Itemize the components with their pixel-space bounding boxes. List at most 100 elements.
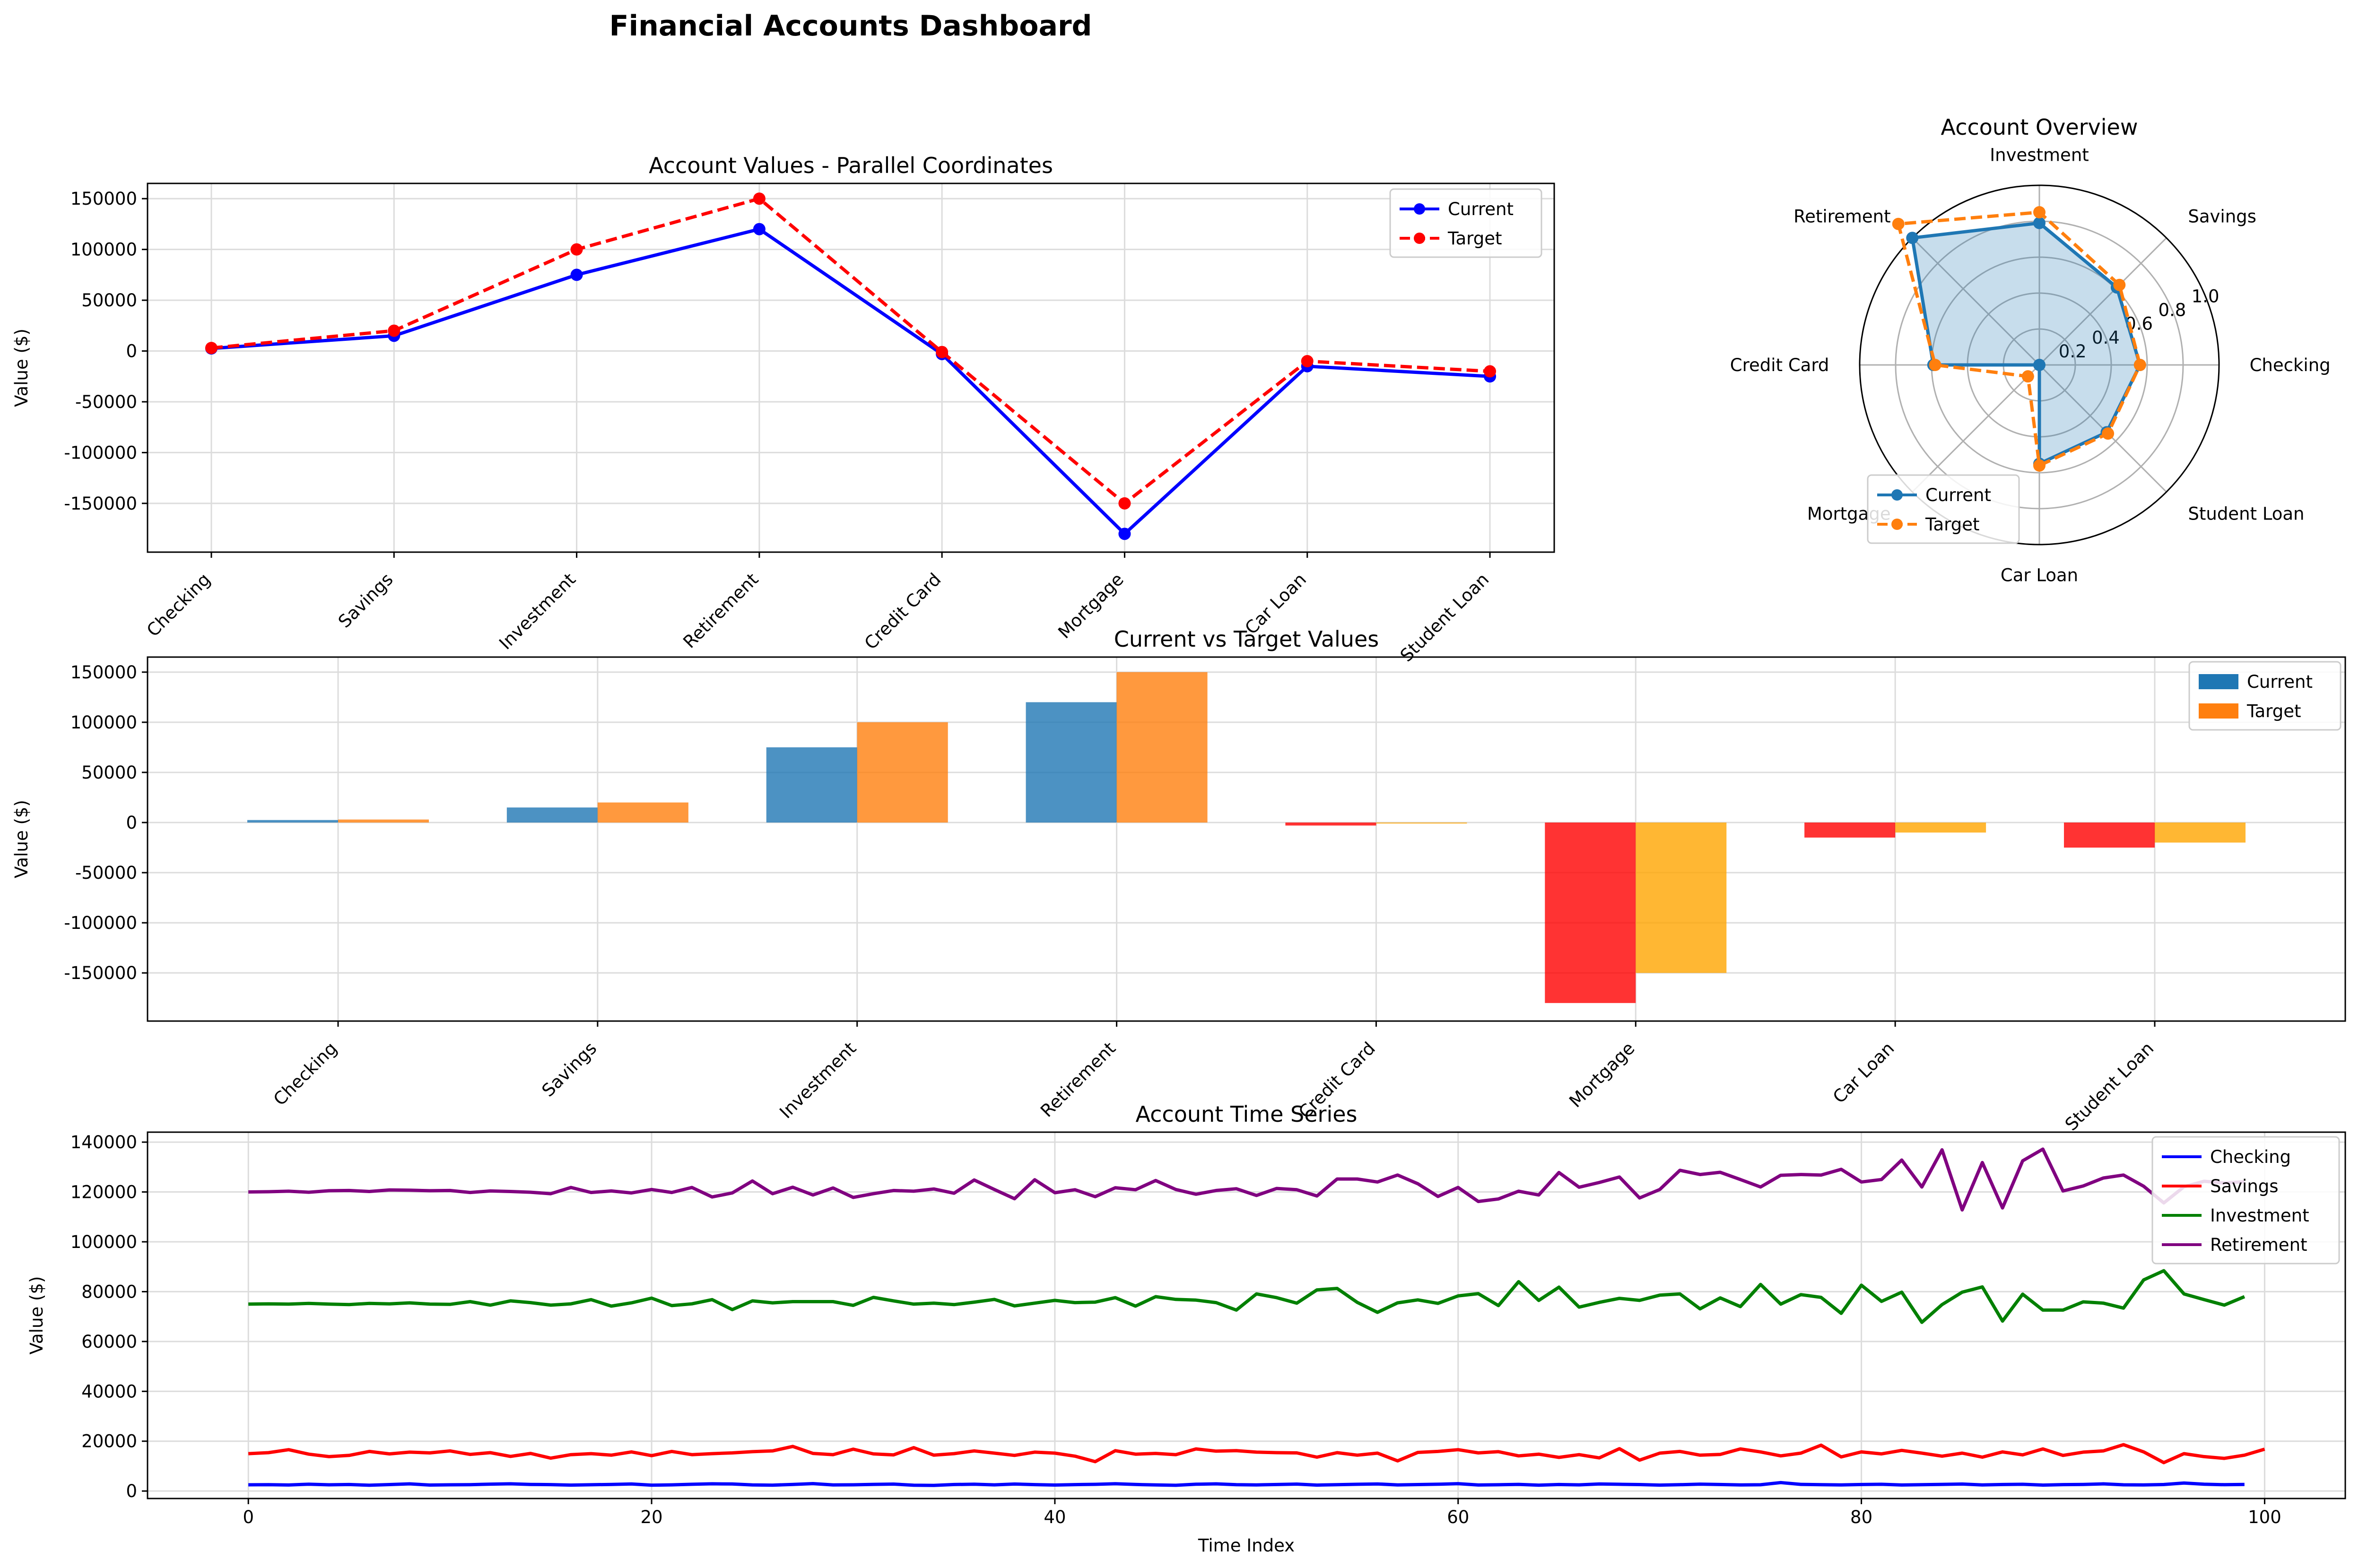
radar-line-target: [1896, 210, 2142, 468]
series-line-retirement: [248, 1147, 2245, 1212]
legend-marker-current: [1414, 203, 1425, 215]
bar-target-retirement: [1116, 672, 1208, 823]
radar-area-current: [1912, 223, 2140, 464]
data-point-current: [1118, 528, 1131, 540]
legend-marker-current: [1891, 489, 1903, 501]
y-axis-label: Value ($): [11, 329, 32, 407]
y-tick-label: 100000: [70, 240, 137, 260]
y-tick-label: -50000: [75, 392, 137, 412]
radar-point-target: [2133, 359, 2146, 371]
data-point-target: [1301, 355, 1314, 368]
legend-box: [1867, 474, 2020, 544]
y-tick-label: 50000: [81, 762, 137, 783]
bar-current-investment: [766, 747, 857, 823]
radar-axis-label-investment: Investment: [1990, 145, 2089, 165]
series-line-current: [211, 227, 1490, 537]
radial-tick-label: 0.2: [2059, 341, 2087, 362]
radar-point-current: [2033, 217, 2046, 229]
data-point-target: [1484, 365, 1496, 378]
bar-target-student-loan: [2155, 823, 2246, 843]
data-point-target: [570, 243, 583, 256]
chart-title: Account Time Series: [1135, 1101, 1357, 1127]
bar-current-checking: [247, 820, 338, 823]
bar-current-mortgage: [1545, 823, 1636, 1003]
chart-title: Account Values - Parallel Coordinates: [649, 153, 1053, 178]
x-tick-label-investment: Investment: [495, 569, 580, 654]
legend-label-target: Target: [1447, 228, 1502, 249]
chart-title: Current vs Target Values: [1114, 626, 1379, 652]
y-tick-label: -50000: [75, 863, 137, 883]
radar-point-target: [2033, 206, 2046, 218]
x-tick-label-investment: Investment: [775, 1038, 860, 1123]
y-axis-label: Value ($): [26, 1276, 47, 1355]
x-tick-label: 40: [1044, 1507, 1066, 1527]
legend-label-investment: Investment: [2210, 1205, 2309, 1226]
radar-axis-label-car-loan: Car Loan: [2001, 565, 2078, 586]
x-tick-label: 80: [1850, 1507, 1872, 1527]
legend-label-target: Target: [2246, 701, 2301, 721]
y-tick-label: 100000: [70, 712, 137, 733]
x-axis-label: Time Index: [1198, 1535, 1295, 1556]
bar-current-student-loan: [2064, 823, 2155, 848]
series-line-checking: [248, 1481, 2245, 1487]
x-tick-label: 0: [243, 1507, 254, 1527]
series-line-target: [211, 197, 1490, 506]
radar-axis-label-credit-card: Credit Card: [1730, 355, 1829, 375]
bar-target-savings: [597, 802, 688, 823]
bar-current-retirement: [1026, 702, 1117, 823]
data-point-target: [936, 346, 949, 358]
y-tick-label: -150000: [64, 494, 137, 514]
legend-marker-target: [1414, 233, 1425, 244]
x-tick-label-retirement: Retirement: [679, 569, 762, 652]
bar-current-credit-card: [1285, 823, 1376, 826]
radar-point-current: [1906, 232, 1919, 244]
legend-box: [2151, 1136, 2340, 1265]
bar-target-mortgage: [1636, 823, 1727, 973]
radar-point-target: [2113, 278, 2126, 291]
legend-label-checking: Checking: [2210, 1147, 2291, 1167]
radar-axis-label-savings: Savings: [2188, 207, 2256, 227]
time-series-chart: 0 20000 40000 60000 80000 100000 120000 140000 0…: [26, 1101, 2346, 1556]
x-tick-label-savings: Savings: [538, 1038, 601, 1101]
radar-point-target: [1892, 217, 1905, 230]
x-tick-label-checking: Checking: [270, 1038, 341, 1109]
legend-label-retirement: Retirement: [2210, 1235, 2307, 1255]
spoke: [1912, 237, 2040, 366]
legend-label-current: Current: [1448, 199, 1514, 219]
bar-target-car-loan: [1895, 823, 1986, 833]
x-tick-label-checking: Checking: [143, 569, 214, 641]
radial-tick-label: 0.8: [2158, 300, 2186, 321]
radar-point-target: [2021, 370, 2034, 383]
y-tick-label: 50000: [81, 290, 137, 311]
radar-point-target: [2102, 427, 2115, 440]
y-tick-label: -100000: [64, 442, 137, 463]
radar-axis-label-retirement: Retirement: [1793, 207, 1891, 227]
parallel-coordinates-chart: -150000 -100000 -50000 0 50000 100000 150000 Ch…: [11, 153, 1555, 666]
radar-point-target: [2033, 459, 2046, 472]
x-tick-label-mortgage: Mortgage: [1565, 1038, 1638, 1111]
radar-axis-label-student-loan: Student Loan: [2188, 503, 2304, 524]
axes-frame: [147, 182, 1555, 553]
x-tick-label-savings: Savings: [334, 569, 397, 632]
y-tick-label: 40000: [81, 1381, 137, 1402]
y-tick-label: -150000: [64, 963, 137, 983]
data-point-target: [388, 324, 400, 337]
axes-frame: [147, 1131, 2346, 1499]
y-tick-label: 100000: [70, 1232, 137, 1252]
data-point-target: [205, 342, 218, 355]
radar-point-current: [2033, 359, 2046, 371]
x-tick-label-credit-card: Credit Card: [861, 569, 945, 654]
legend-marker-target: [1891, 519, 1903, 530]
x-tick-label: 100: [2248, 1507, 2281, 1527]
data-point-target: [753, 192, 766, 205]
spoke: [1912, 364, 2040, 493]
y-tick-label: 80000: [81, 1282, 137, 1302]
y-tick-label: 0: [126, 1481, 137, 1501]
y-tick-label: 0: [126, 813, 137, 833]
data-point-current: [570, 269, 583, 281]
radar-point-target: [1929, 359, 1941, 371]
legend-box: [1389, 188, 1542, 258]
series-line-investment: [248, 1269, 2246, 1324]
legend-label-target: Target: [1925, 514, 1979, 535]
